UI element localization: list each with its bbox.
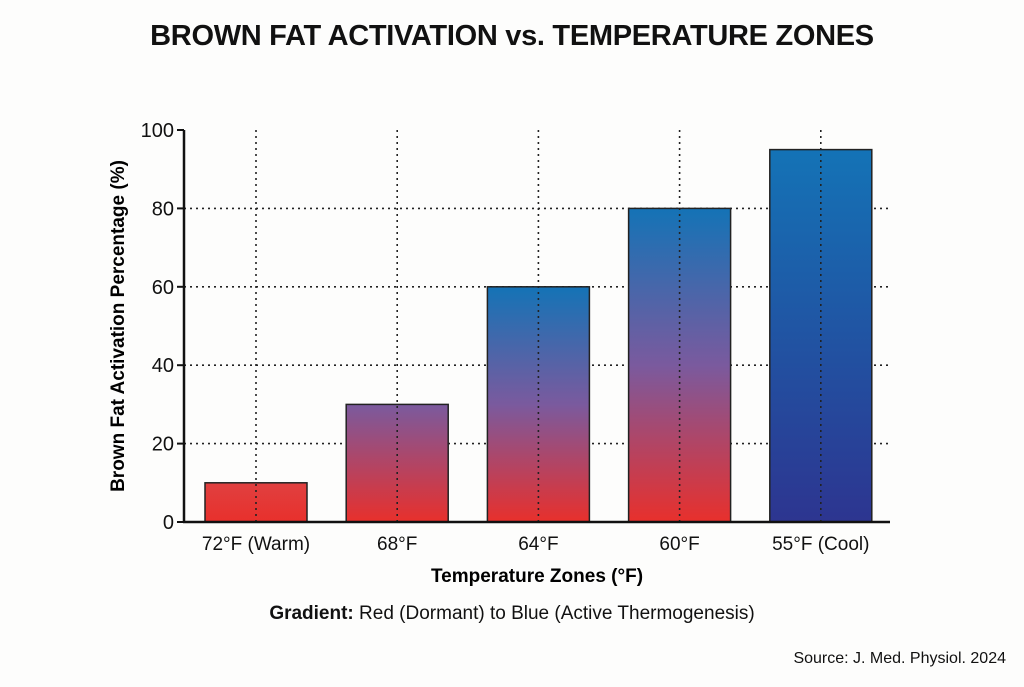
y-tick-labels: 0 20 40 60 80 100: [141, 120, 174, 534]
x-tick-label: 68°F: [377, 534, 417, 555]
gradient-note-label: Gradient:: [269, 603, 354, 624]
x-tick-label: 60°F: [659, 534, 699, 555]
y-tick-label: 100: [141, 120, 174, 142]
y-axis-label: Brown Fat Activation Percentage (%): [108, 160, 129, 492]
y-tick-label: 80: [152, 198, 174, 220]
x-tick-label: 72°F (Warm): [202, 534, 310, 555]
gradient-note-text: Red (Dormant) to Blue (Active Thermogene…: [359, 603, 755, 624]
y-tick-label: 20: [152, 434, 174, 456]
bar: [345, 403, 449, 523]
x-tick-label: 55°F (Cool): [772, 534, 869, 555]
gradient-note: Gradient: Red (Dormant) to Blue (Active …: [0, 603, 1024, 625]
y-tick-label: 40: [152, 355, 174, 377]
chart-title: BROWN FAT ACTIVATION vs. TEMPERATURE ZON…: [150, 20, 874, 52]
y-tick-label: 60: [152, 277, 174, 299]
bar: [486, 286, 591, 523]
axes: [177, 129, 890, 524]
source-note: Source: J. Med. Physiol. 2024: [793, 650, 1006, 667]
x-axis-label: Temperature Zones (°F): [431, 566, 643, 587]
x-tick-label: 64°F: [518, 534, 558, 555]
x-tick-labels: 72°F (Warm) 68°F 64°F 60°F 55°F (Cool): [202, 534, 870, 555]
y-tick-label: 0: [163, 512, 174, 534]
